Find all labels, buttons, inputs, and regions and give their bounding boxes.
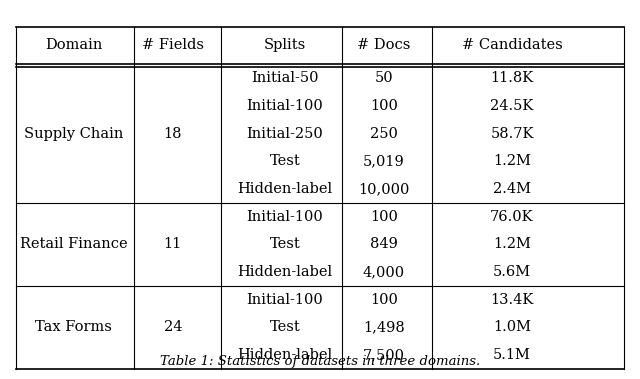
Text: Hidden-label: Hidden-label <box>237 265 332 279</box>
Text: 849: 849 <box>370 237 398 251</box>
Text: 5.1M: 5.1M <box>493 348 531 362</box>
Text: Initial-50: Initial-50 <box>251 71 319 85</box>
Text: 50: 50 <box>374 71 394 85</box>
Text: Test: Test <box>269 154 300 168</box>
Text: 76.0K: 76.0K <box>490 210 534 224</box>
Text: Hidden-label: Hidden-label <box>237 182 332 196</box>
Text: 1.2M: 1.2M <box>493 154 531 168</box>
Text: 1.2M: 1.2M <box>493 237 531 251</box>
Text: Initial-100: Initial-100 <box>246 293 323 307</box>
Text: 5,019: 5,019 <box>363 154 405 168</box>
Text: 58.7K: 58.7K <box>490 127 534 141</box>
Text: Test: Test <box>269 237 300 251</box>
Text: Retail Finance: Retail Finance <box>20 237 127 251</box>
Text: 100: 100 <box>370 99 398 113</box>
Text: # Docs: # Docs <box>357 39 411 52</box>
Text: 10,000: 10,000 <box>358 182 410 196</box>
Text: 4,000: 4,000 <box>363 265 405 279</box>
Text: 100: 100 <box>370 293 398 307</box>
Text: Domain: Domain <box>45 39 102 52</box>
Text: Test: Test <box>269 320 300 334</box>
Text: 1.0M: 1.0M <box>493 320 531 334</box>
Text: Splits: Splits <box>264 39 306 52</box>
Text: 250: 250 <box>370 127 398 141</box>
Text: 24.5K: 24.5K <box>490 99 534 113</box>
Text: Supply Chain: Supply Chain <box>24 127 124 141</box>
Text: Tax Forms: Tax Forms <box>35 320 112 334</box>
Text: Hidden-label: Hidden-label <box>237 348 332 362</box>
Text: 13.4K: 13.4K <box>490 293 534 307</box>
Text: # Fields: # Fields <box>142 39 204 52</box>
Text: 2.4M: 2.4M <box>493 182 531 196</box>
Text: # Candidates: # Candidates <box>461 39 563 52</box>
Text: Initial-100: Initial-100 <box>246 99 323 113</box>
Text: 11: 11 <box>164 237 182 251</box>
Text: Initial-100: Initial-100 <box>246 210 323 224</box>
Text: Initial-250: Initial-250 <box>246 127 323 141</box>
Text: 100: 100 <box>370 210 398 224</box>
Text: 18: 18 <box>164 127 182 141</box>
Text: 11.8K: 11.8K <box>490 71 534 85</box>
Text: 7,500: 7,500 <box>363 348 405 362</box>
Text: 1,498: 1,498 <box>363 320 405 334</box>
Text: Table 1: Statistics of datasets in three domains.: Table 1: Statistics of datasets in three… <box>160 356 480 368</box>
Text: 5.6M: 5.6M <box>493 265 531 279</box>
Text: 24: 24 <box>164 320 182 334</box>
